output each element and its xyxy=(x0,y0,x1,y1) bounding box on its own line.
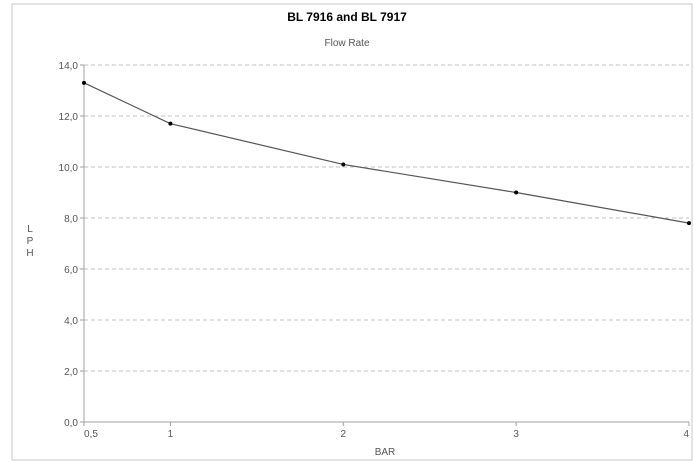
y-tick-label: 12,0 xyxy=(59,112,79,123)
data-point xyxy=(687,221,691,226)
data-point xyxy=(514,190,519,195)
data-point xyxy=(341,162,346,167)
y-tick-label: 2,0 xyxy=(64,367,78,378)
x-tick-labels: 0,5 1 2 3 4 xyxy=(84,429,689,440)
data-point xyxy=(168,121,173,126)
y-tick-label: 0,0 xyxy=(64,418,78,429)
x-tick-label: 1 xyxy=(168,429,174,440)
y-tick-labels: 0,0 2,0 4,0 6,0 8,0 10,0 12,0 14,0 xyxy=(59,61,79,429)
data-series xyxy=(82,80,691,226)
y-tick-label: 8,0 xyxy=(64,214,78,225)
gridlines xyxy=(80,64,690,426)
axes xyxy=(83,65,689,423)
x-tick-label: 0,5 xyxy=(84,429,98,440)
y-tick-label: 4,0 xyxy=(64,316,78,327)
x-tick-label: 2 xyxy=(341,429,347,440)
x-axis-label: BAR xyxy=(375,447,396,458)
y-tick-label: 6,0 xyxy=(64,265,78,276)
chart-title: BL 7916 and BL 7917 xyxy=(287,10,407,24)
y-tick-label: 10,0 xyxy=(59,163,79,174)
chart-subtitle: Flow Rate xyxy=(324,38,369,49)
chart-frame xyxy=(11,3,693,461)
data-point xyxy=(82,80,86,85)
x-tick-label: 3 xyxy=(513,429,519,440)
y-tick-label: 14,0 xyxy=(59,61,79,72)
x-tick-label: 4 xyxy=(683,429,689,440)
